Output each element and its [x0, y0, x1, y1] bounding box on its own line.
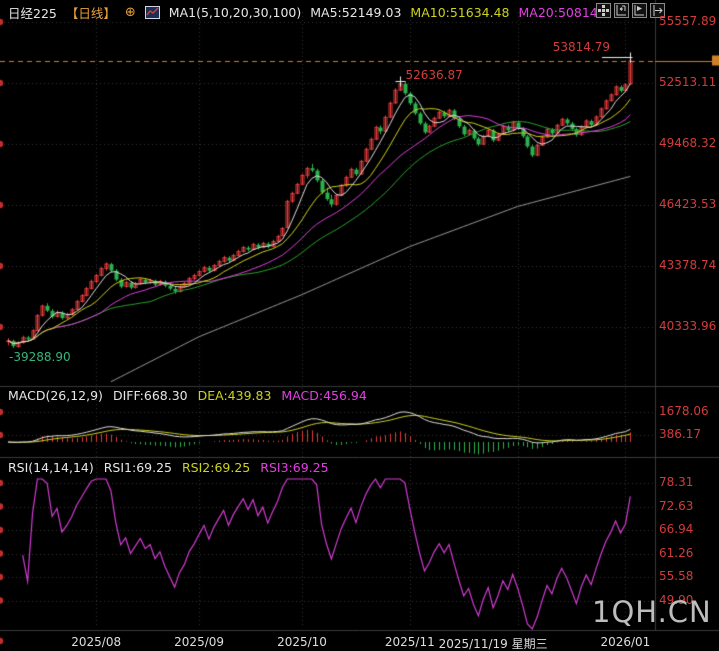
add-indicator-icon[interactable]: ⊕ [124, 5, 136, 20]
chart-toolbar [596, 3, 665, 18]
macd-axis-label: 386.17 [659, 427, 701, 441]
high-price-annotation: 53814.79 [552, 40, 610, 54]
pan-icon[interactable] [596, 3, 611, 18]
macd-dea-value: DEA:439.83 [197, 388, 272, 403]
price-axis-label: 43378.74 [659, 257, 717, 272]
rsi1-value: RSI1:69.25 [103, 460, 172, 475]
time-axis-label: 2025/09 [174, 635, 225, 649]
ma5-value: MA5:52149.03 [310, 5, 402, 20]
macd-panel-header: MACD(26,12,9) DIFF:668.30 DEA:439.83 MAC… [8, 388, 367, 403]
watermark: 1QH.CN [592, 595, 712, 629]
time-axis-label: 2025/11 [384, 635, 435, 649]
selected-date-label: 2025/11/19 星期三 [438, 637, 548, 651]
forward-axis-icon[interactable] [632, 3, 647, 18]
macd-axis-label: 1678.06 [659, 404, 709, 418]
rsi-panel-header: RSI(14,14,14) RSI1:69.25 RSI2:69.25 RSI3… [8, 460, 329, 475]
peak-price-annotation: 52636.87 [405, 67, 463, 82]
time-axis-label: 2025/10 [277, 635, 327, 649]
rsi-title[interactable]: RSI(14,14,14) [8, 460, 94, 475]
price-axis-label: 46423.53 [659, 196, 717, 211]
compress-axis-icon[interactable] [614, 3, 629, 18]
time-axis-label: 2025/08 [71, 635, 122, 649]
symbol-name: 日经225 [8, 6, 57, 21]
rsi-axis-label: 55.58 [659, 569, 694, 583]
rsi3-value: RSI3:69.25 [260, 460, 329, 475]
low-price-annotation: -39288.90 [9, 350, 71, 364]
price-axis-label: 52513.11 [659, 75, 717, 89]
next-page-icon[interactable] [650, 3, 665, 18]
price-axis-label: 55557.89 [659, 14, 717, 28]
rsi-axis-label: 61.26 [659, 545, 694, 560]
macd-value: MACD:456.94 [281, 388, 367, 403]
rsi2-value: RSI2:69.25 [182, 460, 251, 475]
time-axis-label: 2026/01 [600, 635, 651, 649]
chart-header: 日经225 【日线】 ⊕ MA1(5,10,20,30,100) MA5:521… [8, 3, 610, 22]
period-selector[interactable]: 【日线】 [65, 6, 116, 21]
ma-settings-label[interactable]: MA1(5,10,20,30,100) [168, 5, 302, 20]
rsi-axis-label: 78.31 [659, 475, 694, 489]
macd-title[interactable]: MACD(26,12,9) [8, 388, 103, 403]
price-axis-label: 49468.32 [659, 135, 717, 150]
ma10-value: MA10:51634.48 [410, 5, 510, 20]
chart-type-icon[interactable] [144, 6, 160, 19]
rsi-axis-label: 72.63 [659, 498, 694, 513]
macd-diff-value: DIFF:668.30 [112, 388, 188, 403]
price-axis-label: 40333.96 [659, 318, 717, 333]
ma20-value: MA20:50814.5 [518, 5, 610, 20]
rsi-axis-label: 66.94 [659, 522, 694, 536]
rsi-axis-label: 49.90 [659, 592, 694, 607]
